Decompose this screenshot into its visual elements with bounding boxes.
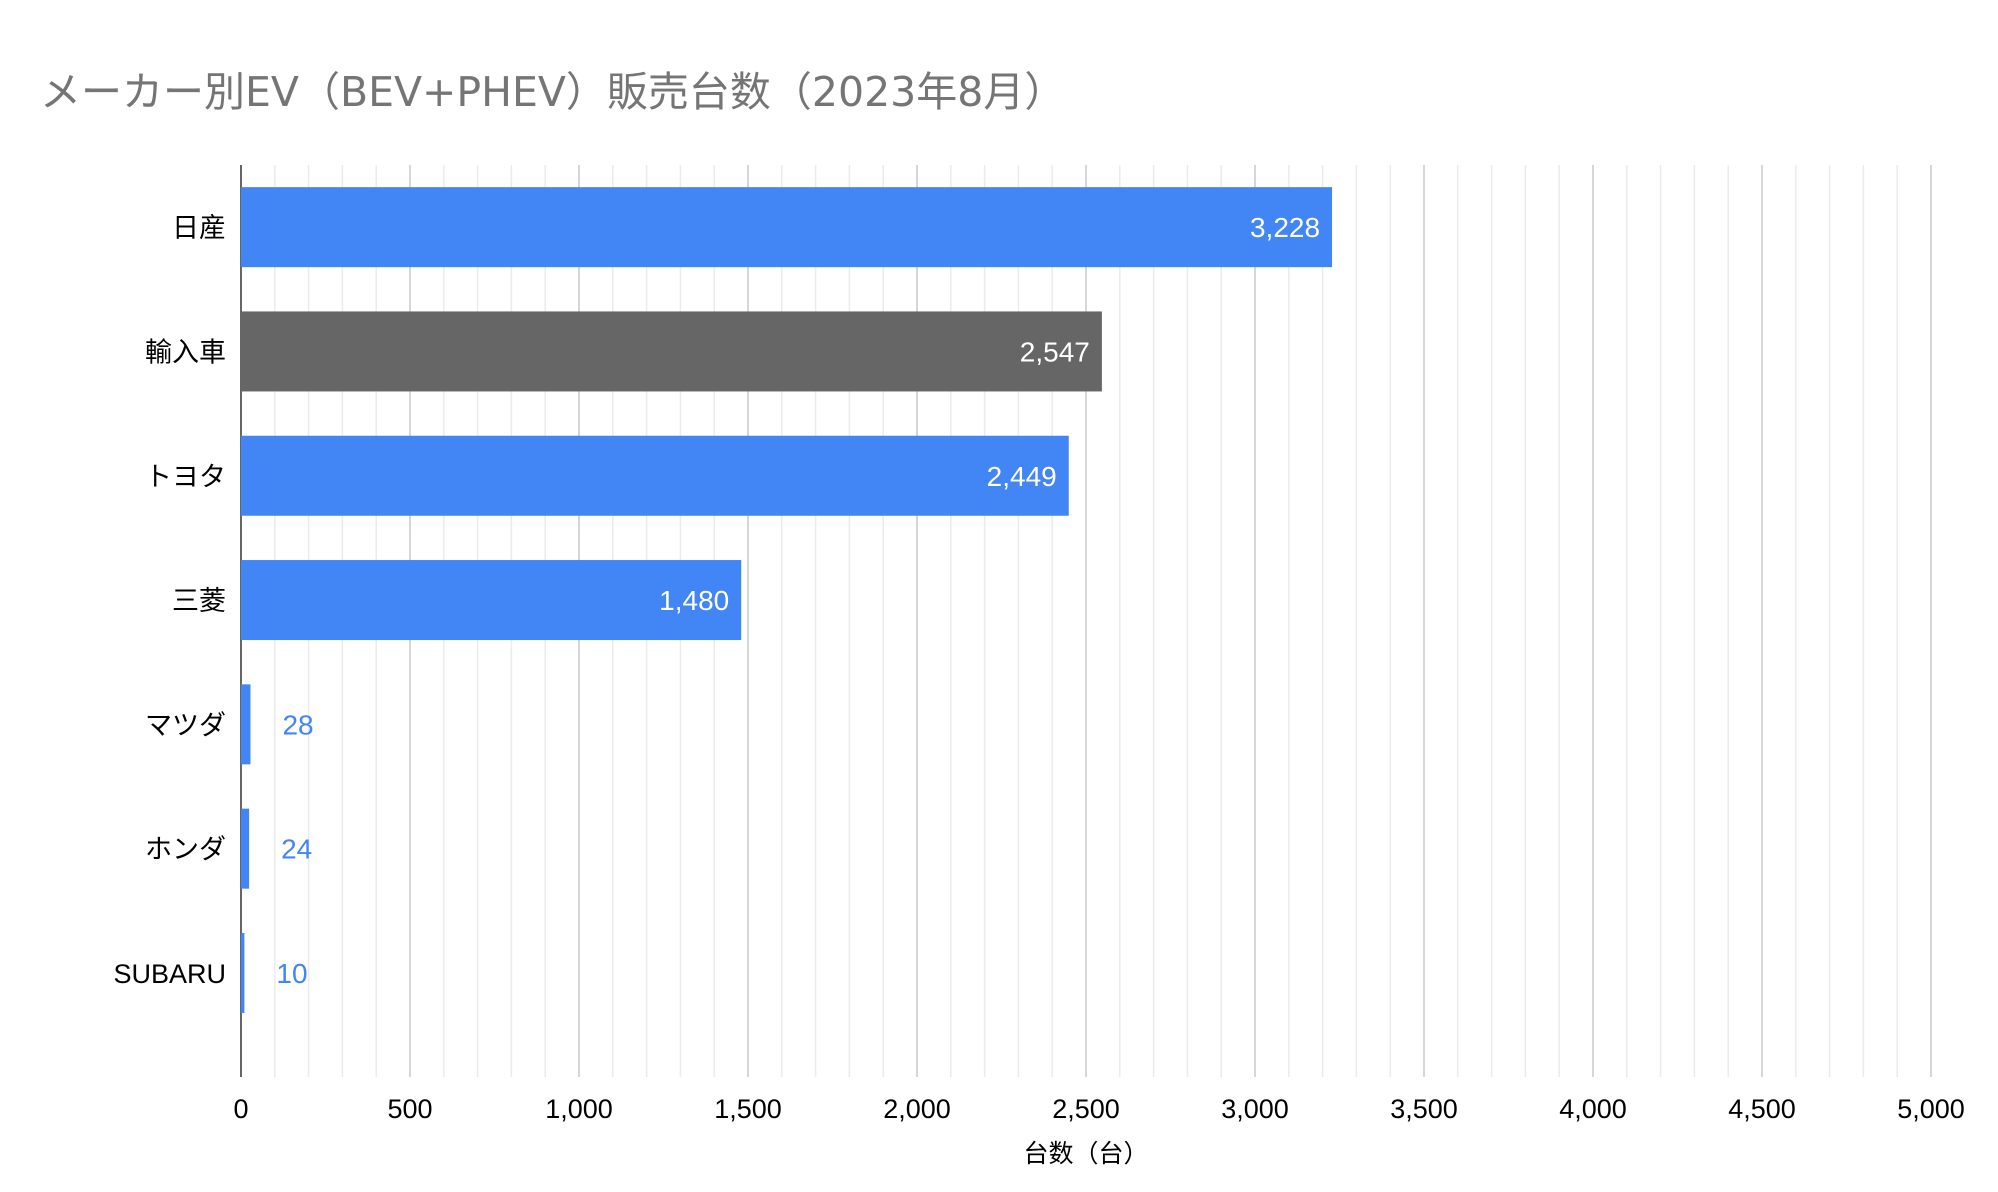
data-label: 10 (276, 958, 307, 989)
category-label: ホンダ (145, 835, 226, 865)
category-label: 日産 (172, 213, 226, 243)
x-tick-label: 2,500 (1052, 1094, 1120, 1124)
bar (241, 187, 1333, 268)
bar (241, 435, 1069, 516)
data-label: 28 (282, 709, 313, 740)
x-tick-label: 2,000 (883, 1094, 951, 1124)
bar (241, 684, 251, 765)
data-label: 1,480 (659, 585, 729, 616)
data-label: 24 (281, 834, 312, 865)
data-label: 3,228 (1250, 212, 1320, 243)
x-tick-label: 500 (387, 1094, 432, 1124)
data-label: 2,449 (987, 461, 1057, 492)
bar (241, 808, 250, 889)
bar (241, 311, 1102, 392)
x-tick-label: 1,000 (545, 1094, 613, 1124)
x-tick-label: 5,000 (1897, 1094, 1965, 1124)
x-tick-label: 1,500 (714, 1094, 782, 1124)
x-tick-label: 4,500 (1728, 1094, 1796, 1124)
x-axis-title: 台数（台） (1023, 1140, 1148, 1168)
bar (241, 560, 742, 641)
bar (241, 932, 245, 1013)
x-tick-label: 4,000 (1559, 1094, 1627, 1124)
x-tick-label: 0 (233, 1094, 248, 1124)
category-label: マツダ (145, 710, 226, 740)
chart-title: メーカー別EV（BEV+PHEV）販売台数（2023年8月） (40, 68, 1066, 116)
category-label: 三菱 (172, 586, 226, 616)
category-label: 輸入車 (145, 337, 226, 367)
x-tick-label: 3,500 (1390, 1094, 1458, 1124)
category-label: SUBARU (113, 959, 226, 989)
data-label: 2,547 (1020, 336, 1090, 367)
x-tick-label: 3,000 (1221, 1094, 1289, 1124)
category-label: トヨタ (145, 462, 226, 492)
